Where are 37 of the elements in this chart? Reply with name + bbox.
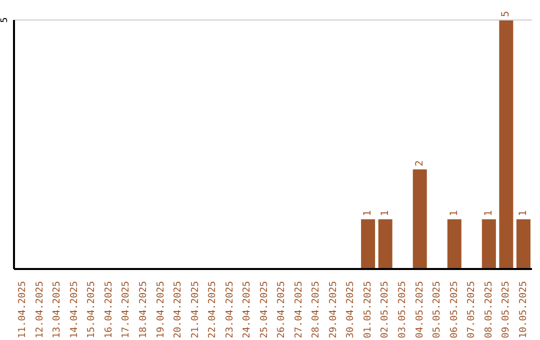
x-tick-label: 15.04.2025 [86, 281, 98, 338]
data-label: 1 [380, 210, 391, 216]
x-tick-label: 18.04.2025 [138, 281, 149, 338]
x-tick-label: 16.04.2025 [103, 281, 114, 338]
x-tick-label: 05.05.2025 [432, 281, 443, 338]
x-tick-label: 03.05.2025 [397, 281, 408, 338]
x-tick-label: 26.04.2025 [276, 281, 288, 338]
x-tick-label: 13.04.2025 [52, 281, 63, 338]
x-tick-label: 06.05.2025 [448, 281, 460, 338]
data-label: 2 [414, 160, 426, 166]
x-tick-label: 20.04.2025 [172, 281, 184, 338]
data-label: 5 [500, 10, 512, 17]
x-tick-label: 25.04.2025 [258, 281, 270, 338]
x-tick-label: 12.04.2025 [34, 281, 46, 338]
x-tick-label: 21.04.2025 [190, 281, 201, 338]
data-label: 1 [448, 210, 460, 216]
x-tick-label: 07.05.2025 [466, 281, 478, 338]
x-tick-label: 11.04.2025 [17, 281, 28, 338]
data-label: 1 [362, 210, 374, 216]
x-tick-label: 02.05.2025 [380, 281, 391, 338]
x-tick-label: 14.04.2025 [68, 281, 80, 338]
x-tick-label: 29.04.2025 [328, 281, 339, 338]
x-tick-label: 23.04.2025 [224, 281, 236, 338]
x-tick-label: 10.05.2025 [518, 281, 529, 338]
x-tick-label: 01.05.2025 [362, 281, 374, 338]
x-tick-label: 27.04.2025 [293, 281, 304, 338]
x-tick-label: 28.04.2025 [310, 281, 322, 338]
x-tick-label: 30.04.2025 [345, 281, 356, 338]
x-tick-label: 09.05.2025 [500, 281, 512, 338]
data-label: 1 [483, 210, 494, 216]
x-tick-label: 17.04.2025 [120, 281, 132, 338]
x-tick-label: 08.05.2025 [483, 281, 494, 338]
data-label: 1 [518, 210, 529, 216]
x-tick-label: 22.04.2025 [207, 281, 218, 338]
x-tick-label: 19.04.2025 [155, 281, 166, 338]
x-tick-label: 04.05.2025 [414, 281, 426, 338]
x-tick-label: 24.04.2025 [242, 281, 253, 338]
